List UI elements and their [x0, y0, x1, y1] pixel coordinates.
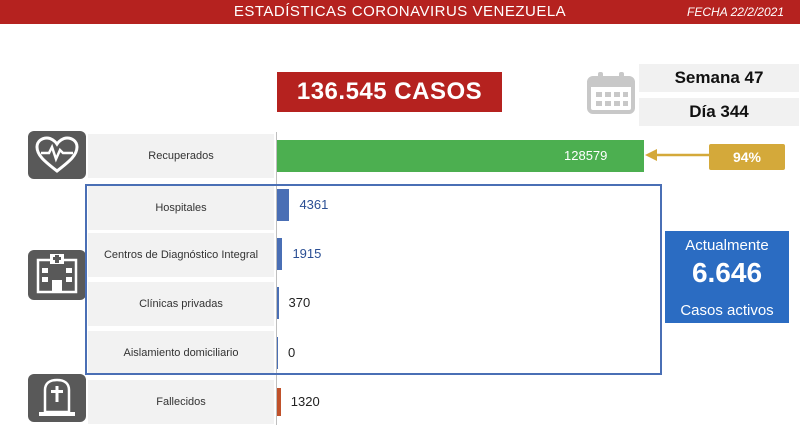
row-label-fallecidos: Fallecidos — [88, 380, 274, 424]
chart-axis-line — [276, 132, 277, 425]
percent-arrow-icon — [645, 149, 711, 161]
bar-aislamiento — [277, 337, 278, 369]
active-label-bottom: Casos activos — [680, 302, 774, 319]
value-label-aislamiento: 0 — [288, 345, 296, 360]
header-bar: ESTADÍSTICAS CORONAVIRUS VENEZUELA FECHA… — [0, 0, 800, 24]
active-cases-box: Actualmente 6.646 Casos activos — [665, 231, 789, 323]
row-label-aislamiento: Aislamiento domiciliario — [88, 331, 274, 375]
row-label-hospitales: Hospitales — [88, 186, 274, 230]
value-label-fallecidos: 1320 — [290, 394, 320, 409]
heart-pulse-icon — [35, 136, 79, 173]
row-label-cdi: Centros de Diagnóstico Integral — [88, 233, 274, 277]
deaths-icon-tile — [28, 374, 86, 422]
value-label-hospitales: 4361 — [299, 197, 329, 212]
bar-recuperados — [277, 140, 644, 172]
recovered-icon-tile — [28, 131, 86, 179]
recovered-percent-badge: 94% — [709, 144, 785, 170]
tombstone-icon — [39, 378, 75, 416]
row-label-clinicas: Clínicas privadas — [88, 282, 274, 326]
active-label-top: Actualmente — [685, 237, 769, 254]
bar-clinicas — [277, 287, 279, 319]
active-cases-value: 6.646 — [691, 257, 763, 288]
hospital-icon — [36, 254, 78, 294]
day-counter: Día 344 — [639, 98, 799, 126]
value-label-cdi: 1915 — [292, 246, 322, 261]
hospital-icon-tile — [28, 250, 86, 300]
week-counter: Semana 47 — [639, 64, 799, 92]
bar-cdi — [277, 238, 283, 270]
value-label-clinicas: 370 — [288, 295, 311, 310]
report-date: FECHA 22/2/2021 — [687, 5, 784, 19]
calendar-icon — [587, 72, 635, 114]
active-cases-frame — [85, 184, 662, 375]
bar-hospitales — [277, 189, 290, 221]
total-cases-box: 136.545 CASOS — [277, 72, 502, 112]
page-title: ESTADÍSTICAS CORONAVIRUS VENEZUELA — [233, 3, 567, 20]
row-label-recuperados: Recuperados — [88, 134, 274, 178]
bar-fallecidos — [277, 388, 281, 416]
value-label-recuperados: 128579 — [564, 148, 608, 163]
